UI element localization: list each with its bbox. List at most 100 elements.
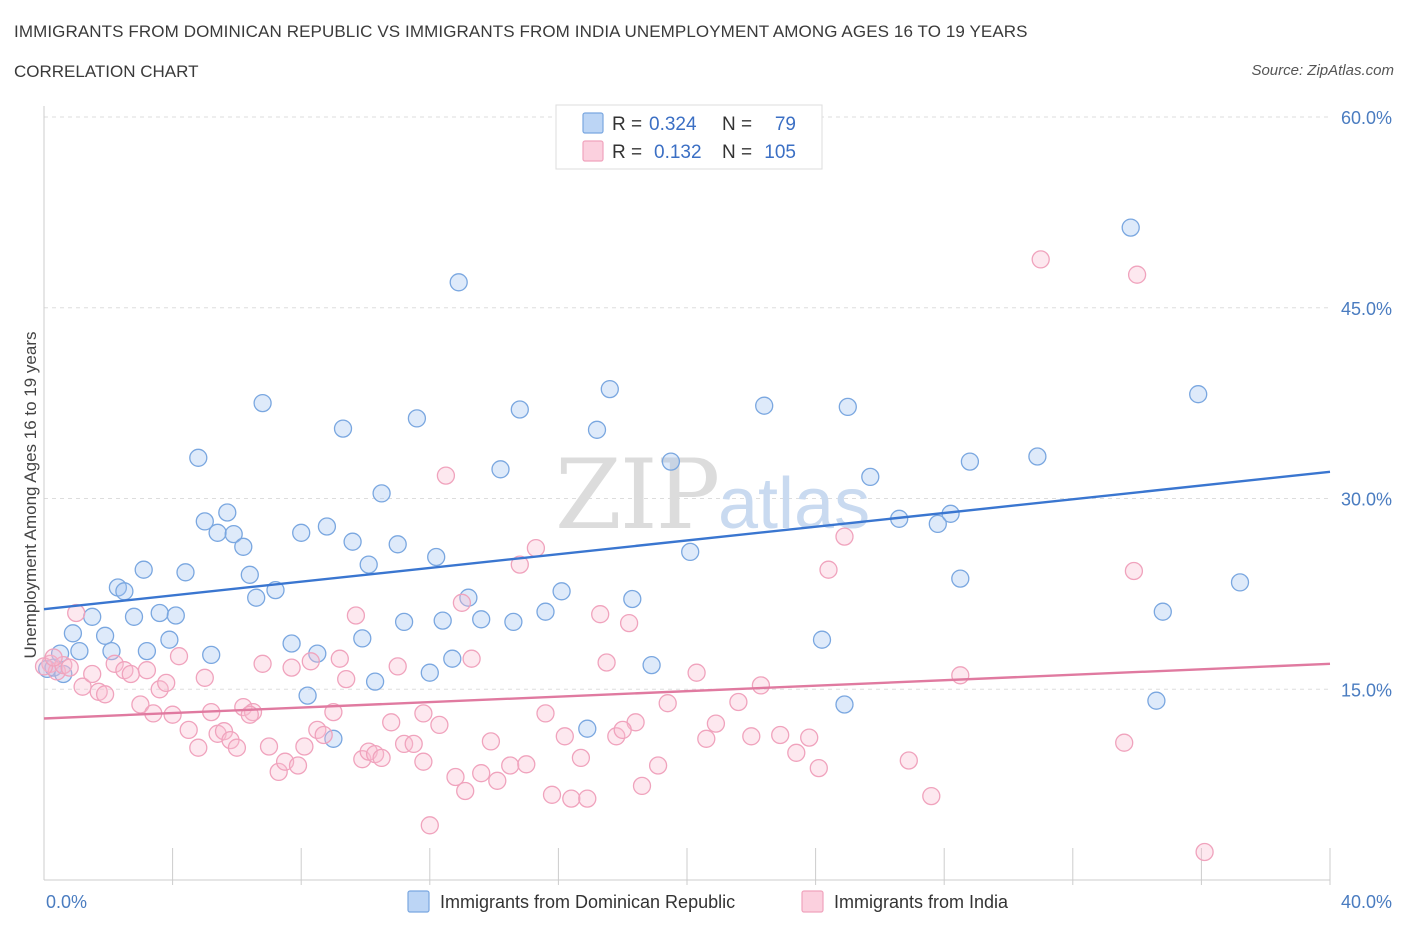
point-india-29 — [253, 654, 272, 673]
point-india-60 — [481, 732, 501, 751]
point-india-31 — [269, 762, 288, 782]
legend-r-label-1: R = — [612, 114, 642, 135]
point-dominican-31 — [298, 686, 317, 705]
bottom-legend-swatch-india — [801, 890, 824, 913]
point-india-41 — [337, 669, 356, 689]
point-india-13 — [137, 661, 157, 680]
point-india-69 — [562, 789, 581, 808]
point-dominican-38 — [359, 555, 378, 574]
point-dominican-75 — [1147, 691, 1166, 710]
legend-r-value-2: 0.132 — [654, 142, 702, 163]
point-dominican-15 — [160, 630, 179, 649]
point-india-104 — [613, 720, 632, 740]
point-india-40 — [330, 649, 349, 668]
legend-r-label-2: R = — [612, 142, 642, 163]
point-india-5 — [73, 677, 92, 696]
point-india-35 — [295, 737, 314, 756]
y-tick-label-1: 30.0% — [1341, 490, 1392, 510]
point-dominican-5 — [70, 641, 89, 661]
series-india — [34, 250, 1214, 862]
point-india-48 — [388, 657, 407, 676]
point-dominican-65 — [835, 695, 854, 714]
point-india-78 — [648, 756, 668, 775]
point-india-71 — [578, 789, 597, 808]
point-india-46 — [372, 748, 391, 768]
point-india-54 — [436, 466, 456, 485]
point-india-89 — [809, 758, 828, 778]
point-india-66 — [536, 704, 555, 723]
point-india-97 — [1124, 561, 1144, 581]
legend-swatch-india — [582, 140, 604, 162]
point-india-38 — [314, 725, 333, 745]
trend-line-india — [43, 662, 1331, 720]
point-india-36 — [301, 652, 320, 671]
point-india-73 — [597, 653, 616, 672]
point-india-21 — [195, 668, 214, 687]
point-dominican-12 — [134, 560, 153, 579]
point-india-17 — [163, 705, 182, 724]
point-dominican-72 — [960, 452, 980, 471]
point-dominican-51 — [491, 460, 510, 479]
bottom-legend-label-dominican: Immigrants from Dominican Republic — [440, 892, 735, 912]
point-dominican-22 — [218, 503, 237, 522]
point-india-101 — [44, 648, 63, 667]
point-india-84 — [742, 727, 761, 746]
point-dominican-76 — [1153, 602, 1172, 621]
point-india-49 — [394, 734, 414, 754]
point-india-90 — [819, 560, 838, 579]
point-india-58 — [462, 649, 481, 668]
point-india-95 — [1031, 250, 1050, 269]
point-dominican-34 — [324, 729, 343, 748]
y-tick-labels: 15.0% 30.0% 45.0% 60.0% — [1341, 108, 1392, 700]
y-tick-label-3: 60.0% — [1341, 108, 1392, 128]
point-dominican-66 — [838, 397, 857, 417]
point-dominican-23 — [224, 524, 243, 544]
point-dominican-67 — [861, 467, 880, 487]
point-dominican-40 — [372, 484, 391, 503]
point-india-33 — [282, 658, 301, 677]
chart-title: IMMIGRANTS FROM DOMINICAN REPUBLIC VS IM… — [14, 22, 1028, 41]
series-dominican-republic — [38, 218, 1250, 748]
point-india-81 — [697, 729, 716, 748]
trend-lines — [43, 470, 1331, 720]
point-india-39 — [324, 702, 343, 722]
point-india-57 — [456, 781, 475, 801]
point-dominican-29 — [282, 634, 301, 653]
point-dominican-62 — [681, 542, 700, 562]
bottom-legend: Immigrants from Dominican Republic Immig… — [407, 890, 1009, 913]
point-dominican-37 — [353, 629, 372, 648]
point-dominican-55 — [552, 582, 571, 601]
point-dominican-73 — [1028, 447, 1047, 466]
point-india-30 — [259, 737, 279, 756]
watermark: ZIP atlas — [555, 439, 870, 551]
point-india-88 — [800, 728, 819, 747]
point-india-16 — [157, 673, 176, 693]
point-india-64 — [517, 755, 536, 774]
point-india-62 — [501, 756, 520, 775]
point-india-103 — [414, 752, 433, 771]
point-dominican-53 — [510, 400, 529, 419]
point-india-55 — [446, 767, 465, 787]
point-dominican-71 — [951, 569, 970, 588]
point-dominican-19 — [195, 512, 214, 531]
point-india-50 — [404, 734, 423, 754]
watermark-atlas: atlas — [718, 464, 870, 544]
point-dominican-13 — [137, 641, 157, 661]
point-india-42 — [346, 606, 366, 625]
point-india-93 — [922, 786, 941, 806]
point-dominican-36 — [343, 532, 362, 551]
point-dominican-47 — [443, 649, 462, 668]
bottom-legend-swatch-dominican — [407, 890, 430, 913]
point-india-65 — [526, 538, 546, 558]
point-india-9 — [105, 654, 124, 673]
point-india-63 — [510, 555, 529, 574]
point-dominican-63 — [755, 396, 774, 415]
point-dominican-33 — [317, 517, 337, 536]
point-india-19 — [179, 720, 198, 740]
bottom-legend-label-india: Immigrants from India — [834, 892, 1009, 912]
legend-n-value-2: 105 — [764, 142, 796, 163]
point-india-28 — [243, 702, 263, 722]
gridlines — [44, 116, 1330, 690]
point-india-26 — [227, 738, 247, 757]
